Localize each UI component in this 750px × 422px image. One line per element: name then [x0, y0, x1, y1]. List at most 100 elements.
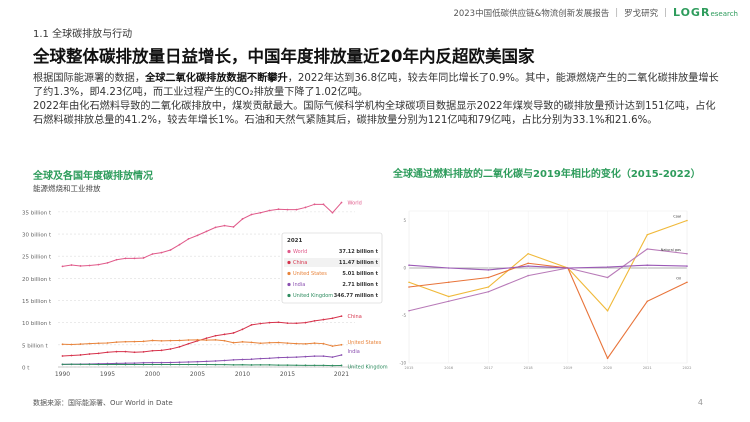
data-point	[286, 322, 289, 325]
series-end-label: China	[348, 314, 362, 320]
tooltip-row-highlight	[284, 258, 380, 267]
y-tick-label: 5	[403, 218, 406, 223]
data-point	[88, 264, 91, 267]
data-point	[259, 357, 262, 360]
data-point	[304, 343, 307, 345]
fuel-change-line-chart: -10 -5 0 5 2015 2016 2017 2018 2019 2020 2021 2022 C…	[399, 210, 691, 370]
y-tick-label: 30 billion t	[22, 233, 52, 239]
data-point	[196, 338, 199, 341]
data-point	[205, 363, 208, 366]
data-point	[151, 363, 154, 366]
x-tick-label: 2005	[190, 371, 205, 378]
data-point	[187, 339, 190, 341]
data-point	[286, 208, 289, 211]
tooltip-marker	[287, 249, 291, 254]
data-point	[223, 333, 226, 336]
data-point	[241, 358, 244, 361]
fuel-end-label: Oil	[676, 276, 681, 280]
tooltip-value: 2.71 billion t	[342, 282, 378, 288]
data-point	[606, 357, 609, 360]
data-point	[268, 357, 271, 360]
data-point	[447, 300, 450, 303]
series-end-label: United States	[348, 340, 382, 346]
tooltip-value: 11.47 billion t	[339, 260, 379, 266]
x-tick-label: 2018	[524, 366, 533, 370]
data-point	[196, 363, 199, 366]
data-point	[169, 361, 172, 364]
data-point	[133, 340, 136, 343]
header-separator-2: |	[664, 7, 667, 18]
page-number: 4	[697, 398, 703, 407]
x-tick-label: 2021	[334, 371, 349, 378]
data-point	[124, 363, 127, 366]
data-point	[169, 348, 172, 350]
data-point	[331, 356, 334, 359]
x-tick-label: 2016	[444, 366, 453, 370]
data-point	[313, 320, 316, 322]
tooltip-box	[281, 232, 383, 304]
data-point	[61, 363, 64, 366]
emphasis-text: 全球二氧化碳排放数据不断攀升	[145, 73, 288, 84]
data-point	[106, 351, 109, 354]
data-point	[304, 355, 307, 358]
y-tick-label: 5 billion t	[22, 343, 48, 349]
data-point	[447, 295, 450, 298]
data-point	[340, 364, 343, 367]
fuel-line-3	[408, 264, 688, 271]
tooltip-series-name: China	[293, 260, 307, 266]
y-tick-label: 20 billion t	[22, 277, 52, 283]
data-point	[322, 364, 325, 367]
x-tick-label: 2010	[235, 371, 250, 378]
data-point	[408, 281, 410, 284]
data-point	[160, 339, 163, 342]
header-separator: |	[615, 7, 619, 18]
data-point	[331, 211, 334, 214]
y-tick-label: 10 billion t	[22, 321, 52, 327]
body-paragraph: 根据国际能源署的数据，全球二氧化碳排放数据不断攀升，2022年达到36.8亿吨，…	[33, 73, 719, 126]
data-point	[487, 276, 490, 279]
fuel-end-label: Natural gas	[661, 248, 681, 252]
tooltip-series-name: World	[293, 249, 307, 255]
tooltip-marker	[287, 260, 291, 265]
data-point	[304, 364, 307, 367]
data-point	[313, 364, 316, 367]
data-point	[646, 233, 649, 236]
data-point	[97, 263, 100, 266]
data-point	[97, 352, 100, 355]
x-tick-label: 2015	[280, 371, 295, 378]
data-point	[447, 267, 450, 269]
x-tick-label: 1990	[55, 371, 70, 378]
y-tick-label: -5	[402, 313, 406, 318]
data-point	[322, 203, 325, 206]
data-point	[322, 342, 325, 345]
data-point	[259, 342, 262, 345]
data-point	[205, 337, 208, 340]
data-point	[313, 342, 316, 345]
data-point	[646, 248, 649, 250]
data-point	[205, 339, 208, 342]
fuel-line-1	[408, 262, 688, 360]
x-tick-label: 2000	[145, 371, 160, 378]
x-tick-label: 2017	[484, 366, 493, 370]
data-point	[124, 350, 127, 353]
series-end-label: United Kingdom	[348, 364, 388, 370]
data-point	[223, 224, 226, 227]
fuel-end-label: Coal	[673, 215, 681, 219]
data-point	[447, 281, 450, 284]
data-point	[259, 322, 262, 325]
data-point	[527, 274, 529, 277]
data-point	[178, 243, 181, 246]
data-point	[241, 218, 244, 220]
data-point	[331, 364, 334, 367]
data-point	[214, 360, 217, 362]
y-tick-label: 15 billion t	[22, 299, 52, 305]
data-point	[142, 361, 145, 364]
data-point	[250, 364, 253, 366]
data-point	[646, 264, 649, 266]
data-point	[106, 261, 109, 264]
data-point	[70, 343, 73, 346]
data-point	[214, 226, 217, 229]
fuel-line-0	[408, 219, 688, 312]
data-point	[106, 342, 109, 344]
left-chart-title: 全球及各国年度碳排放情况	[33, 171, 153, 182]
